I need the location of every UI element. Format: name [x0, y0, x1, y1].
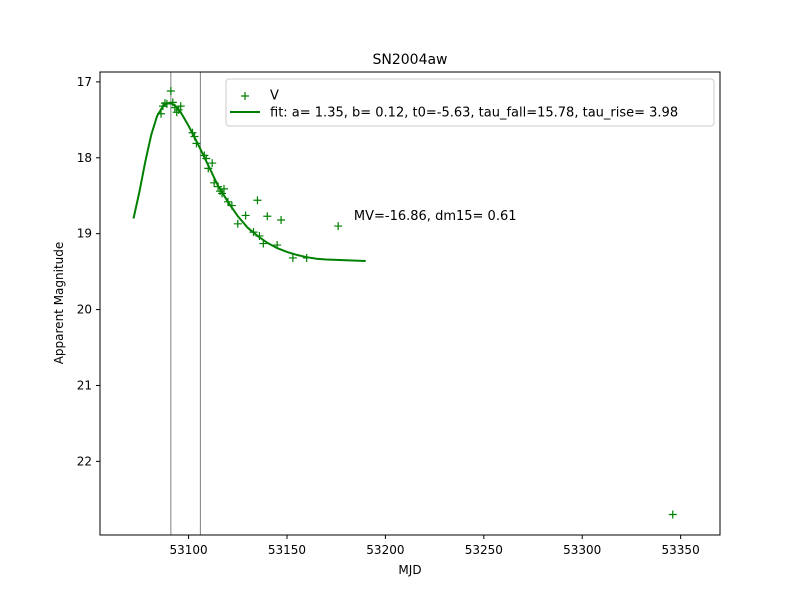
- data-point-21: [220, 184, 228, 193]
- y-tick-label-17: 17: [77, 75, 92, 89]
- data-point-29: [259, 239, 268, 248]
- y-tick-label-21: 21: [77, 378, 92, 392]
- data-point-5: [168, 98, 177, 107]
- y-tick-label-22: 22: [77, 454, 92, 468]
- data-point-3: [162, 99, 171, 108]
- x-axis-ticks: 53100 53150 53200 53250 53300 53350: [169, 535, 700, 557]
- data-point-27: [253, 196, 262, 205]
- data-point-15: [204, 164, 213, 173]
- data-point-23: [227, 201, 236, 210]
- data-point-10: [188, 128, 197, 137]
- data-point-2: [160, 99, 169, 108]
- data-point-12: [192, 139, 201, 148]
- data-point-24: [233, 219, 242, 228]
- data-point-4: [166, 86, 175, 95]
- x-axis-label: MJD: [398, 563, 421, 577]
- x-tick-label-53200: 53200: [366, 543, 404, 557]
- legend-label-v: V: [270, 89, 279, 104]
- data-point-33: [288, 253, 297, 262]
- data-point-30: [263, 212, 272, 221]
- plot-frame: [99, 71, 721, 536]
- legend-marker-v: [241, 92, 249, 100]
- data-point-32: [277, 216, 286, 225]
- data-point-25: [241, 211, 250, 220]
- data-point-20: [218, 189, 227, 198]
- data-point-22: [223, 197, 232, 206]
- data-point-11: [190, 132, 199, 141]
- legend: V fit: a= 1.35, b= 0.12, t0=-5.63, tau_f…: [225, 78, 715, 127]
- data-point-31: [273, 241, 282, 250]
- x-tick-label-53350: 53350: [662, 543, 700, 557]
- data-point-36: [668, 510, 677, 519]
- x-tick-label-53250: 53250: [465, 543, 503, 557]
- chart-annotation: MV=-16.86, dm15= 0.61: [354, 209, 517, 224]
- data-point-17: [210, 178, 219, 187]
- y-tick-label-18: 18: [77, 151, 92, 165]
- data-point-14: [202, 154, 211, 163]
- y-tick-label-19: 19: [77, 227, 92, 241]
- legend-label-fit: fit: a= 1.35, b= 0.12, t0=-5.63, tau_fal…: [270, 106, 678, 121]
- data-point-16: [208, 159, 217, 168]
- data-point-35: [334, 222, 343, 231]
- y-axis-label: Apparent Magnitude: [52, 242, 66, 365]
- data-point-28: [255, 231, 264, 240]
- y-axis-ticks: 17 18 19 20 21 22: [77, 75, 100, 468]
- data-point-0: [157, 109, 166, 118]
- legend-box: [225, 78, 715, 127]
- legend-plus-marker: [241, 92, 249, 100]
- data-point-8: [174, 105, 183, 114]
- data-point-34: [302, 253, 311, 262]
- chart-title: SN2004aw: [372, 52, 447, 68]
- data-points-layer: [157, 86, 677, 519]
- x-tick-label-53150: 53150: [268, 543, 306, 557]
- data-point-9: [176, 102, 185, 111]
- plot-area: [100, 72, 720, 535]
- data-point-18: [214, 182, 223, 191]
- y-tick-label-20: 20: [77, 303, 92, 317]
- data-point-26: [249, 228, 258, 237]
- x-tick-label-53100: 53100: [169, 543, 207, 557]
- x-tick-label-53300: 53300: [563, 543, 601, 557]
